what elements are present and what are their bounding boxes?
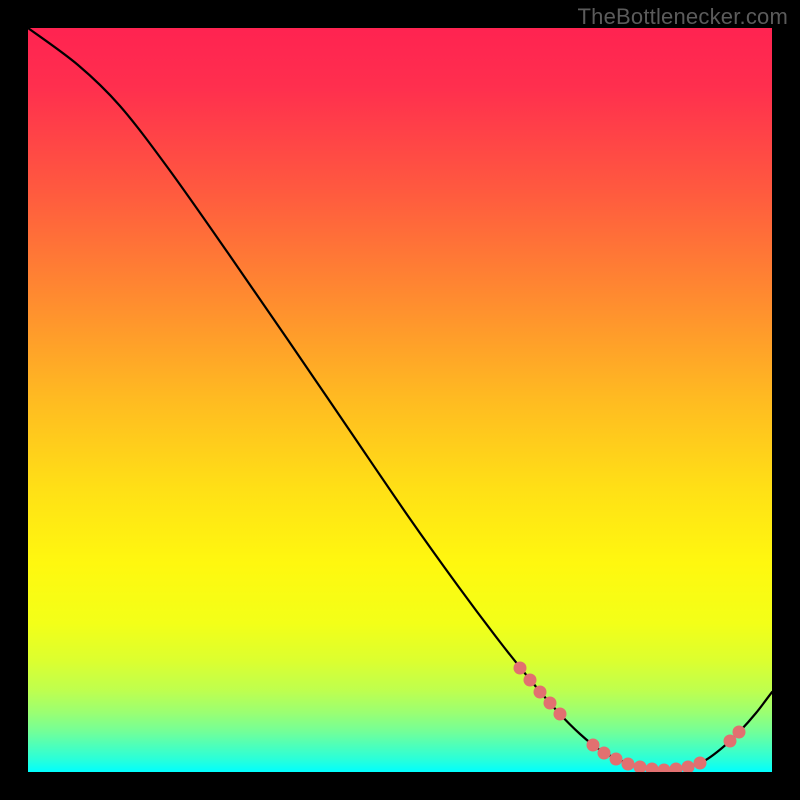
plot-area: [28, 28, 772, 772]
plot-svg: [28, 28, 772, 772]
marker-point: [694, 757, 707, 770]
marker-point: [544, 697, 557, 710]
chart-frame: TheBottlenecker.com: [0, 0, 800, 800]
marker-point: [587, 739, 600, 752]
marker-point: [514, 662, 527, 675]
marker-point: [554, 708, 567, 721]
marker-point: [534, 686, 547, 699]
marker-point: [610, 753, 623, 766]
marker-point: [733, 726, 746, 739]
gradient-background: [28, 28, 772, 772]
marker-point: [622, 758, 635, 771]
watermark-text: TheBottlenecker.com: [578, 4, 788, 30]
marker-point: [524, 674, 537, 687]
marker-point: [598, 747, 611, 760]
